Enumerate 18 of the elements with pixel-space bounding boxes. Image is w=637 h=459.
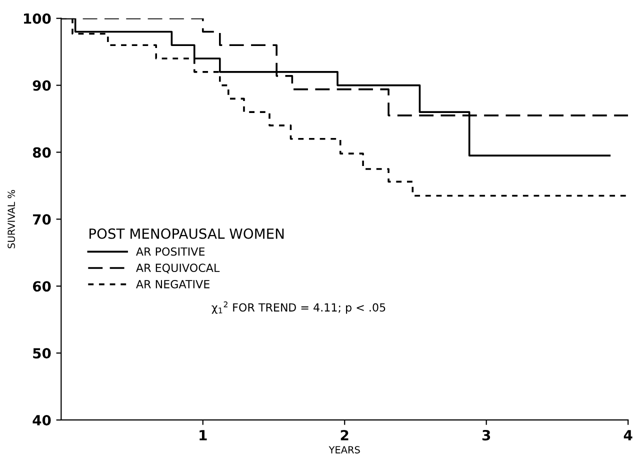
y-tick-label: 100 [24,13,51,24]
y-tick-label: 50 [33,348,51,359]
x-axis-title: YEARS [328,446,360,454]
legend-label: AR NEGATIVE [136,280,210,288]
y-axis-title: SURVIVAL % [8,190,15,248]
y-tick-label: 70 [33,214,51,225]
y-tick-label: 90 [32,80,51,91]
x-tick-label: 4 [624,430,632,440]
legend-label: AR POSITIVE [136,247,205,256]
x-tick-label: 1 [200,430,207,440]
x-tick-label: 3 [482,430,490,440]
x-tick-label: 2 [340,430,348,440]
y-tick-label: 60 [32,281,51,292]
y-tick-label: 40 [32,414,51,426]
annotation: χ$_{1}$$^{2}$ FOR TREND = 4.11; p < .05 [212,301,386,314]
y-tick-label: 80 [32,147,51,158]
legend-title: POST MENOPAUSAL WOMEN [90,228,284,239]
legend-label: AR EQUIVOCAL [136,264,220,274]
